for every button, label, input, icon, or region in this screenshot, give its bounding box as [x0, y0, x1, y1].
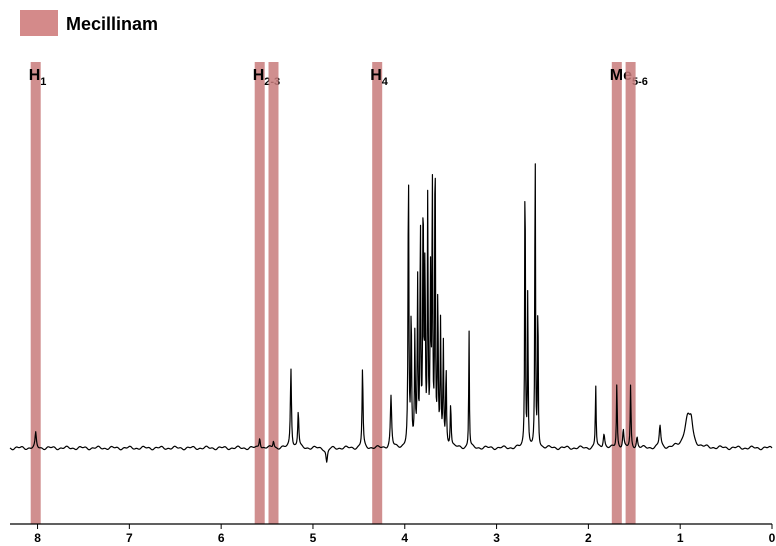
x-axis-ticks: 8 7 6 5 4 3 2 1 0	[34, 524, 776, 545]
mecillinam-band	[372, 62, 383, 524]
spectrum-trace	[9, 163, 773, 463]
x-tick-label: 3	[493, 531, 500, 545]
mecillinam-band	[268, 62, 279, 524]
x-tick-label: 4	[401, 531, 408, 545]
x-tick-label: 0	[769, 531, 776, 545]
mecillinam-bands: H1H2-3H4Me5-6	[29, 62, 648, 524]
x-tick-label: 6	[218, 531, 225, 545]
x-tick-label: 7	[126, 531, 133, 545]
legend-label: Mecillinam	[66, 14, 158, 34]
x-tick-label: 2	[585, 531, 592, 545]
x-tick-label: 1	[677, 531, 684, 545]
mecillinam-band	[254, 62, 265, 524]
mecillinam-band	[625, 62, 636, 524]
x-tick-label: 5	[310, 531, 317, 545]
x-tick-label: 8	[34, 531, 41, 545]
legend-swatch	[20, 10, 58, 36]
mecillinam-band	[30, 62, 41, 524]
mecillinam-band	[611, 62, 622, 524]
